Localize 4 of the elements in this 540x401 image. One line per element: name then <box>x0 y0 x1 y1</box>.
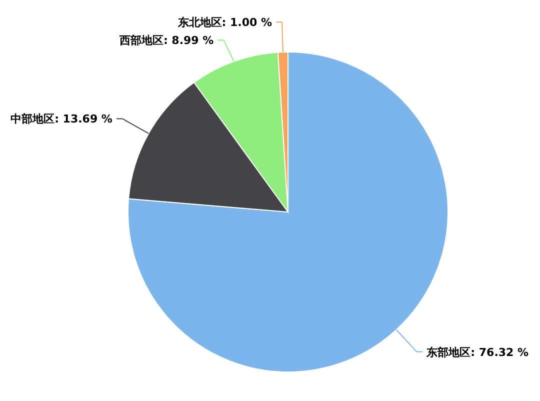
slice-label: 西部地区: 8.99 % <box>118 34 214 48</box>
slice-label: 东部地区: 76.32 % <box>426 346 529 359</box>
slice-label: 东北地区: 1.00 % <box>176 16 272 30</box>
slice-label: 中部地区: 13.69 % <box>10 112 112 126</box>
